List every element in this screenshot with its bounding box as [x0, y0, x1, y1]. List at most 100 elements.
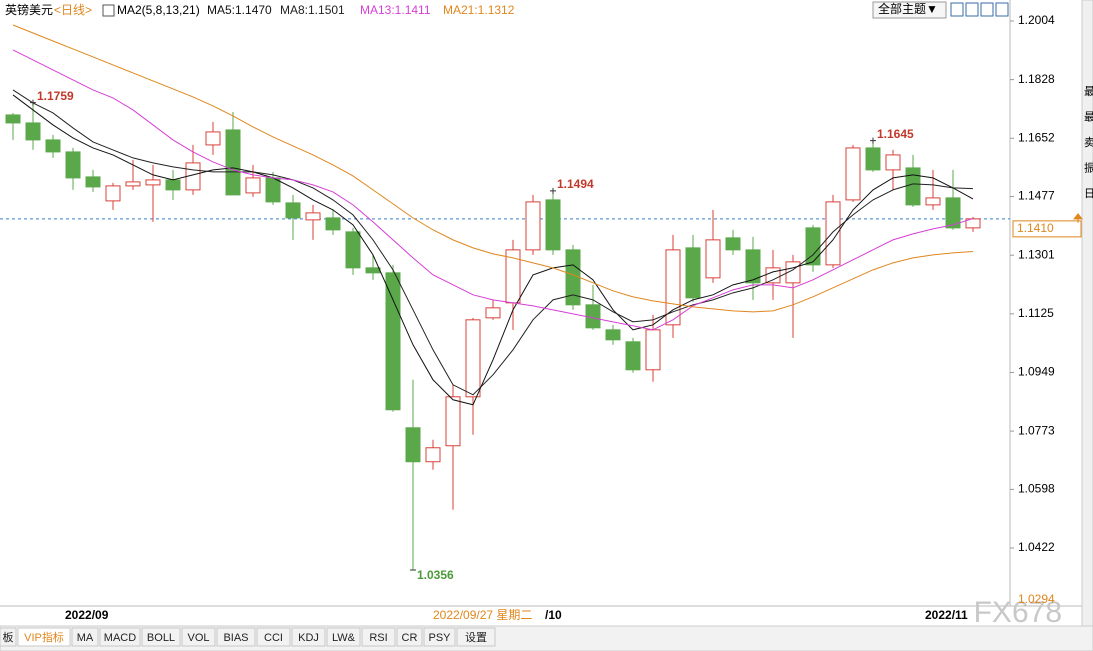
- tab[interactable]: [361, 627, 396, 647]
- last-price-label: 1.1410: [1017, 221, 1054, 235]
- candle-body: [285, 202, 301, 219]
- crosshair-date: 2022/09/27 星期二: [433, 608, 532, 622]
- ma-line: [12, 89, 974, 396]
- candle-body: [745, 249, 761, 284]
- watermark: FX678: [974, 596, 1062, 629]
- high-label: 1.1645: [877, 127, 914, 141]
- tab[interactable]: [99, 627, 141, 647]
- chart-subtitle: <日线>: [54, 3, 92, 17]
- candle-body: [585, 304, 601, 329]
- toolbar-icon[interactable]: [950, 2, 964, 17]
- y-tick-label: 1.0422: [1018, 540, 1055, 554]
- tab-label[interactable]: RSI: [369, 632, 387, 644]
- legend-entry: MA8:1.1501: [280, 3, 345, 17]
- tab-label[interactable]: VIP指标: [24, 630, 64, 644]
- theme-button-label[interactable]: 全部主题▼: [878, 1, 938, 16]
- toolbar-icon[interactable]: [980, 2, 994, 17]
- tab[interactable]: [17, 627, 71, 647]
- candle-body: [385, 272, 401, 411]
- candle-body: [925, 197, 941, 206]
- candle-body: [145, 179, 161, 186]
- candle-body: [705, 239, 721, 279]
- tab[interactable]: [456, 627, 496, 647]
- tab-label[interactable]: KDJ: [298, 632, 319, 644]
- candle-body: [525, 201, 541, 251]
- ma-line: [12, 49, 974, 331]
- tab[interactable]: [141, 627, 181, 647]
- tab[interactable]: [181, 627, 216, 647]
- tab-label[interactable]: CR: [402, 632, 418, 644]
- candle-body: [565, 249, 581, 306]
- legend-entry: MA5:1.1470: [207, 3, 272, 17]
- y-tick-label: 1.0598: [1018, 482, 1055, 496]
- x-tick-label: 2022/09: [65, 608, 109, 622]
- candle-body: [805, 227, 821, 266]
- candle-body: [845, 147, 861, 201]
- x-tick-label: 2022/11: [925, 608, 968, 622]
- tab[interactable]: [396, 627, 423, 647]
- tab-label[interactable]: MACD: [104, 632, 136, 644]
- candle-body: [885, 154, 901, 171]
- candle-body: [85, 176, 101, 188]
- side-panel-label: 卖: [1084, 136, 1093, 149]
- candle-body: [45, 139, 61, 153]
- side-panel-label: 最: [1084, 85, 1093, 98]
- high-label: 1.1759: [37, 89, 74, 103]
- candle-body: [125, 181, 141, 187]
- candle-body: [205, 131, 221, 146]
- ma-line: [12, 94, 974, 406]
- high-label: 1.1494: [557, 177, 594, 191]
- candle-body: [545, 199, 561, 251]
- y-tick-label: 1.2004: [1018, 13, 1055, 27]
- tab-label[interactable]: MA: [77, 632, 94, 644]
- candle-body: [605, 329, 621, 341]
- tab[interactable]: [326, 627, 361, 647]
- toolbar-icon[interactable]: [965, 2, 979, 17]
- y-tick-label: 1.1125: [1018, 306, 1054, 320]
- legend-entry: MA21:1.1312: [443, 3, 515, 17]
- chart-title: 英镑美元: [5, 2, 53, 17]
- candle-body: [105, 185, 121, 202]
- x-tick-label: /10: [545, 608, 562, 622]
- tab-label[interactable]: CCI: [264, 632, 283, 644]
- candle-body: [865, 147, 881, 171]
- tab[interactable]: [291, 627, 326, 647]
- candle-body: [825, 201, 841, 266]
- last-price-box: [1012, 220, 1082, 238]
- legend-entry: MA13:1.1411: [360, 3, 431, 17]
- tab-label[interactable]: 板: [3, 630, 14, 644]
- candle-body: [5, 114, 21, 124]
- candle-body: [325, 217, 341, 231]
- candle-body: [345, 231, 361, 269]
- tab-label[interactable]: BOLL: [147, 632, 175, 644]
- tab[interactable]: [71, 627, 99, 647]
- indicator-icon[interactable]: [102, 4, 115, 17]
- tab-label[interactable]: LW&: [332, 632, 356, 644]
- candle-body: [725, 237, 741, 251]
- tab[interactable]: [256, 627, 291, 647]
- candle-body: [445, 396, 461, 447]
- tab[interactable]: [216, 627, 256, 647]
- tab-label[interactable]: VOL: [187, 632, 209, 644]
- toolbar-icon[interactable]: [995, 2, 1009, 17]
- tab-label[interactable]: PSY: [428, 632, 451, 644]
- candle-body: [665, 249, 681, 326]
- y-tick-label: 1.1477: [1018, 189, 1055, 203]
- side-panel-label: 振: [1084, 160, 1093, 174]
- candle-body: [65, 151, 81, 179]
- candle-body: [245, 177, 261, 194]
- theme-button[interactable]: [872, 1, 947, 19]
- candle-body: [425, 447, 441, 463]
- side-panel-label: 日: [1084, 188, 1093, 200]
- tab-label[interactable]: 设置: [465, 631, 487, 644]
- tab-label[interactable]: BIAS: [223, 632, 248, 644]
- candle-body: [765, 267, 781, 284]
- candle-body: [405, 427, 421, 463]
- candle-body: [485, 307, 501, 319]
- last-price-arrow: [1072, 213, 1084, 223]
- tab[interactable]: [0, 627, 17, 647]
- tab[interactable]: [423, 627, 456, 647]
- y-tick-label: 1.1301: [1018, 247, 1055, 261]
- candle-body: [905, 167, 921, 206]
